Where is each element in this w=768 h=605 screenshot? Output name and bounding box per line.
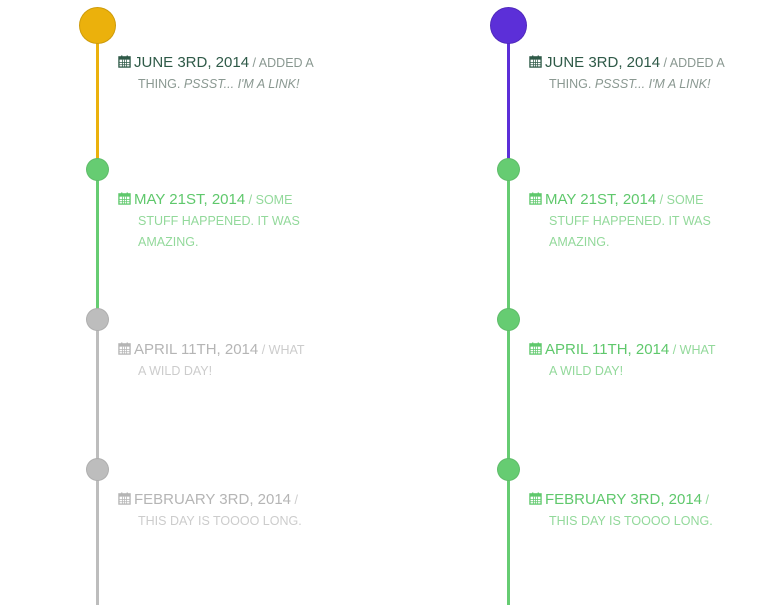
entry-date: June 3rd, 2014 (545, 54, 661, 71)
entry-date: May 21st, 2014 (134, 191, 246, 208)
timeline-segment (507, 30, 510, 170)
entry-text: / Added a (252, 56, 314, 70)
entry-text: thing. (549, 77, 592, 91)
timeline-node (497, 458, 520, 481)
timeline-entry: June 3rd, 2014 / Added a thing. Pssst...… (529, 52, 744, 95)
timeline-entry: February 3rd, 2014 / This day is toooo l… (118, 489, 333, 532)
entry-date: May 21st, 2014 (545, 191, 657, 208)
entry-link[interactable]: Pssst... I'm a link! (594, 77, 711, 91)
timeline-node-large (79, 7, 116, 44)
timeline-node (86, 308, 109, 331)
entry-link[interactable]: Pssst... I'm a link! (183, 77, 300, 91)
calendar-icon (118, 342, 131, 355)
entry-text: thing. (138, 77, 181, 91)
entry-text: / (705, 493, 709, 507)
entry-text: / Some (248, 193, 293, 207)
timeline-node (497, 158, 520, 181)
entry-text: / (294, 493, 298, 507)
entry-text: a wild day! (549, 364, 624, 378)
calendar-icon (529, 492, 542, 505)
timeline-left: June 3rd, 2014 / Added a thing. Pssst...… (79, 0, 379, 605)
timeline-entry: June 3rd, 2014 / Added a thing. Pssst...… (118, 52, 333, 95)
timeline-entry: May 21st, 2014 / Some stuff happened. It… (118, 189, 333, 253)
timeline-segment (96, 30, 99, 170)
entry-text: stuff happened. It was amazing. (138, 214, 300, 249)
entry-text: / Some (659, 193, 704, 207)
calendar-icon (118, 192, 131, 205)
entry-text: a wild day! (138, 364, 213, 378)
calendar-icon (118, 55, 131, 68)
entry-date: April 11th, 2014 (134, 341, 259, 358)
timeline-segment (96, 170, 99, 320)
timeline-node (86, 158, 109, 181)
entry-date: February 3rd, 2014 (545, 491, 703, 508)
entry-text: / Added a (663, 56, 725, 70)
entry-text: / What (261, 343, 305, 357)
entry-date: June 3rd, 2014 (134, 54, 250, 71)
entry-date: February 3rd, 2014 (134, 491, 292, 508)
timeline-entry: April 11th, 2014 / What a wild day! (118, 339, 333, 382)
timeline-node (86, 458, 109, 481)
calendar-icon (529, 342, 542, 355)
entry-text: This day is toooo long. (138, 514, 302, 528)
timeline-right: June 3rd, 2014 / Added a thing. Pssst...… (490, 0, 768, 605)
entry-text: stuff happened. It was amazing. (549, 214, 711, 249)
entry-text: / What (672, 343, 716, 357)
entry-text: This day is toooo long. (549, 514, 713, 528)
timeline-node-large (490, 7, 527, 44)
timeline-entry: February 3rd, 2014 / This day is toooo l… (529, 489, 744, 532)
timeline-segment (507, 170, 510, 605)
calendar-icon (118, 492, 131, 505)
calendar-icon (529, 192, 542, 205)
timeline-node (497, 308, 520, 331)
timeline-entry: April 11th, 2014 / What a wild day! (529, 339, 744, 382)
calendar-icon (529, 55, 542, 68)
entry-date: April 11th, 2014 (545, 341, 670, 358)
timeline-entry: May 21st, 2014 / Some stuff happened. It… (529, 189, 744, 253)
